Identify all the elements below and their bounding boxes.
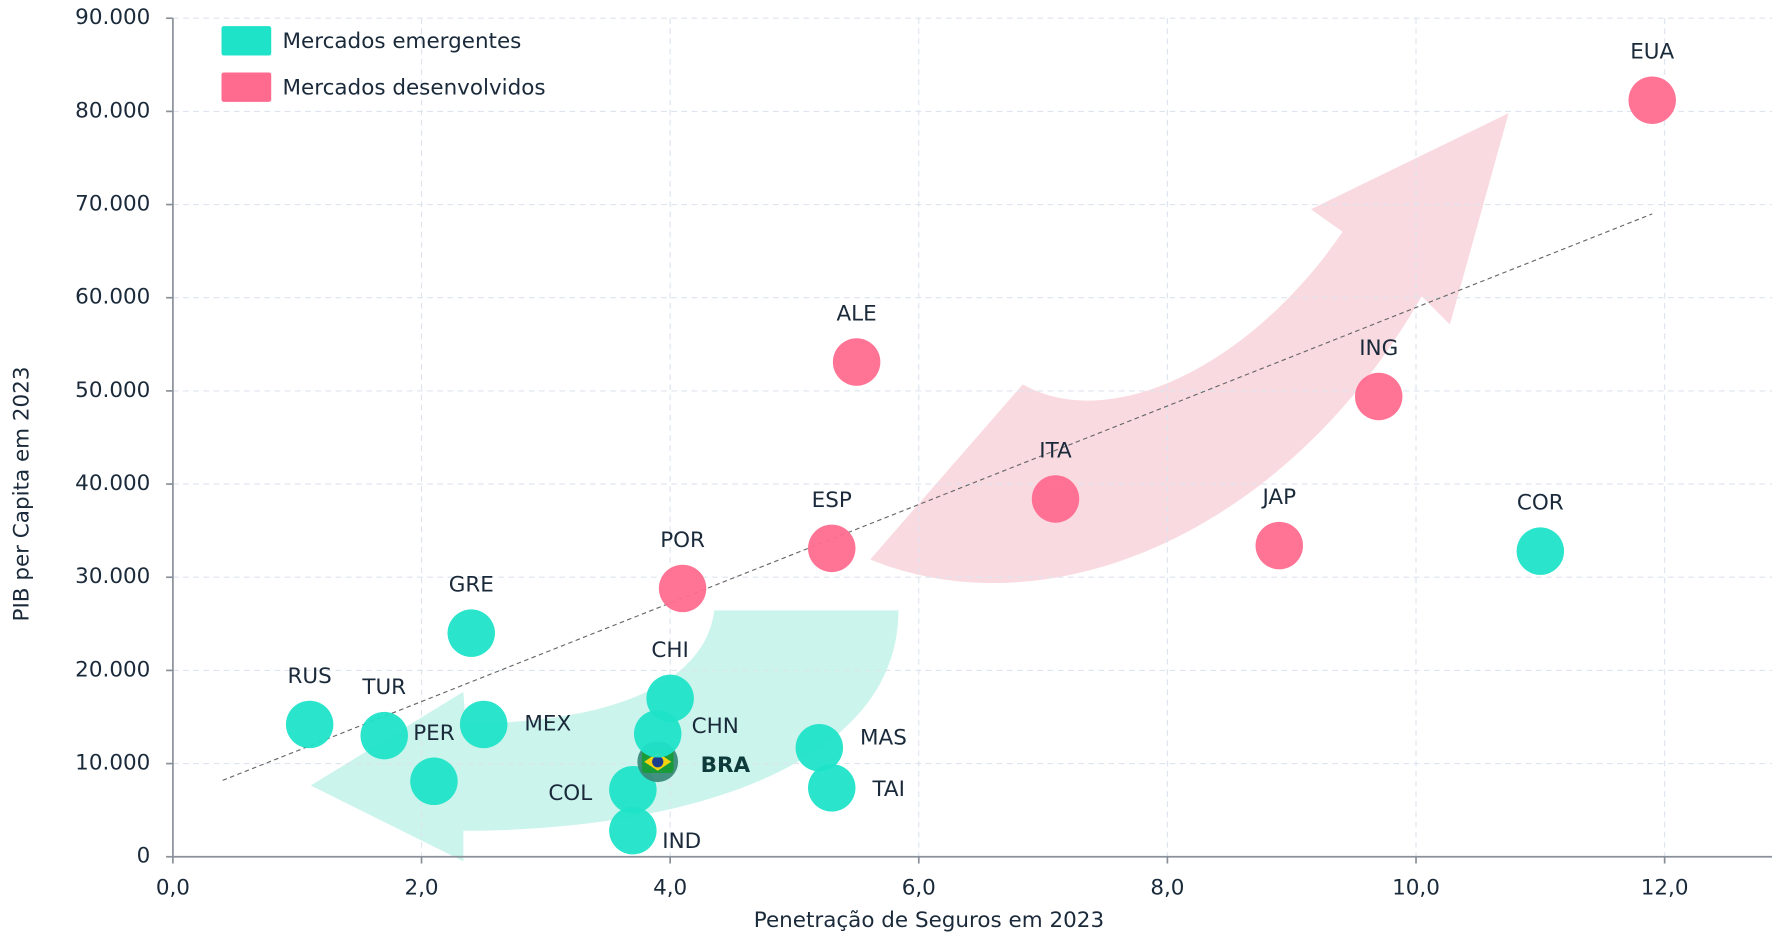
point-label: POR	[660, 528, 705, 553]
y-tick-label: 60.000	[75, 285, 150, 310]
legend-label: Mercados emergentes	[283, 29, 522, 54]
y-tick-label: 10.000	[75, 751, 150, 776]
point-label: EUA	[1630, 40, 1674, 65]
data-point	[410, 757, 458, 806]
x-axis-label: Penetração de Seguros em 2023	[754, 908, 1104, 933]
point-label: ITA	[1039, 439, 1072, 464]
data-point	[459, 700, 508, 749]
data-point	[360, 711, 408, 760]
x-tick-label: 10,0	[1392, 875, 1440, 900]
legend-label: Mercados desenvolvidos	[283, 75, 546, 100]
point-label: CHN	[692, 714, 739, 739]
data-point	[1516, 527, 1565, 575]
data-point	[1354, 372, 1403, 421]
point-label: ING	[1359, 336, 1398, 361]
data-point	[1628, 76, 1676, 124]
y-tick-label: 90.000	[75, 5, 150, 30]
y-tick-label: 30.000	[75, 564, 150, 589]
point-label: MAS	[860, 726, 907, 751]
data-point	[1031, 475, 1080, 523]
y-tick-label: 40.000	[75, 471, 150, 496]
point-label: MEX	[524, 711, 571, 736]
data-point	[808, 764, 856, 812]
x-tick-label: 12,0	[1641, 875, 1689, 900]
legend-swatch	[221, 72, 272, 102]
point-label: CHI	[651, 638, 688, 663]
point-label: COL	[548, 781, 592, 806]
trend-line	[222, 213, 1653, 781]
data-point	[658, 564, 707, 613]
point-label: ESP	[812, 488, 852, 513]
y-tick-label: 0	[137, 844, 151, 869]
point-label: IND	[662, 829, 701, 854]
point-label: RUS	[288, 664, 332, 689]
x-tick-label: 2,0	[404, 875, 438, 900]
data-point	[1255, 521, 1304, 570]
data-point	[646, 674, 694, 723]
point-label: ALE	[837, 302, 877, 327]
data-point	[832, 338, 881, 386]
y-tick-label: 50.000	[75, 378, 150, 403]
data-point	[609, 765, 657, 814]
x-tick-label: 0,0	[156, 875, 190, 900]
x-tick-label: 6,0	[902, 875, 936, 900]
point-label: BRA	[701, 753, 751, 778]
point-label: JAP	[1260, 485, 1296, 510]
point-label: TAI	[871, 777, 904, 802]
y-tick-label: 20.000	[75, 657, 150, 682]
y-axis-label: PIB per Capita em 2023	[10, 366, 35, 621]
data-point	[609, 806, 657, 855]
x-tick-label: 8,0	[1150, 875, 1184, 900]
point-label: TUR	[361, 675, 406, 700]
point-label: COR	[1517, 491, 1564, 516]
background	[310, 113, 1509, 862]
legend-swatch	[221, 26, 272, 56]
pink-arrow	[870, 113, 1509, 584]
flag-globe	[652, 756, 664, 768]
data-point	[795, 724, 844, 772]
point-label: PER	[413, 721, 455, 746]
teal-arrow	[310, 610, 899, 862]
data-point	[808, 524, 856, 573]
y-tick-label: 70.000	[75, 192, 150, 217]
point-label: GRE	[449, 573, 494, 598]
data-point	[447, 609, 495, 657]
x-tick-label: 4,0	[653, 875, 687, 900]
y-tick-label: 80.000	[75, 98, 150, 123]
data-point	[285, 700, 334, 749]
